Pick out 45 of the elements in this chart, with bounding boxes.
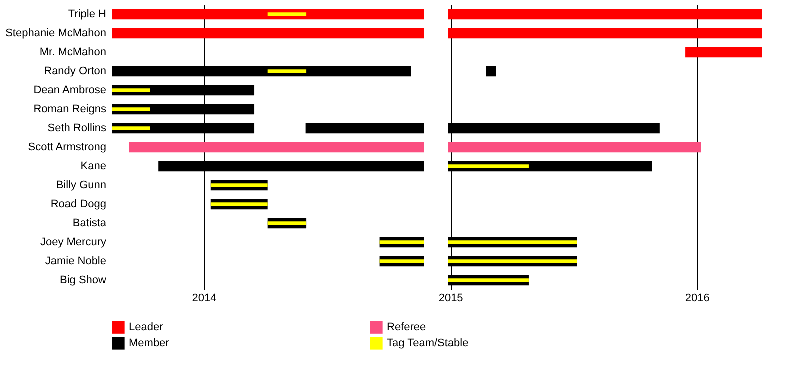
y-tick-label: Roman Reigns <box>34 104 107 116</box>
bar <box>486 66 496 77</box>
bar <box>306 123 424 134</box>
bar <box>129 142 424 153</box>
bar <box>210 184 268 188</box>
bar <box>112 9 424 20</box>
legend-label: Leader <box>129 322 164 334</box>
bar <box>268 222 307 226</box>
y-tick-label: Joey Mercury <box>40 236 107 248</box>
y-tick-label: Dean Ambrose <box>34 84 106 96</box>
y-tick-label: Billy Gunn <box>56 180 106 192</box>
x-tick-label: 2016 <box>685 292 710 304</box>
bar <box>112 88 150 92</box>
bar <box>448 28 762 39</box>
legend-label: Tag Team/Stable <box>387 338 469 350</box>
bar <box>380 240 424 244</box>
bar <box>268 70 307 74</box>
y-tick-label: Seth Rollins <box>48 122 107 134</box>
bar <box>380 260 424 264</box>
y-tick-label: Batista <box>72 218 108 230</box>
y-tick-label: Stephanie McMahon <box>6 28 106 40</box>
y-tick-label: Mr. McMahon <box>40 46 106 58</box>
y-tick-label: Randy Orton <box>44 66 106 78</box>
legend-label: Member <box>129 338 170 350</box>
bar <box>112 28 424 39</box>
y-tick-label: Scott Armstrong <box>28 142 106 154</box>
y-tick-label: Triple H <box>68 8 107 20</box>
y-tick-label: Big Show <box>60 274 107 286</box>
bar <box>448 9 762 20</box>
x-tick-label: 2014 <box>192 292 217 304</box>
bar <box>448 142 702 153</box>
y-tick-label: Jamie Noble <box>45 256 106 268</box>
bar <box>268 12 307 16</box>
bar <box>448 260 578 264</box>
bar <box>448 164 529 168</box>
x-tick-label: 2015 <box>438 292 464 304</box>
legend-label: Referee <box>387 322 426 334</box>
y-tick-label: Road Dogg <box>50 198 106 210</box>
bar <box>112 126 150 130</box>
y-tick-label: Kane <box>80 160 106 172</box>
bar <box>686 47 762 58</box>
bar <box>210 202 268 206</box>
bar <box>448 278 529 282</box>
bar <box>112 108 150 112</box>
bar <box>448 240 578 244</box>
